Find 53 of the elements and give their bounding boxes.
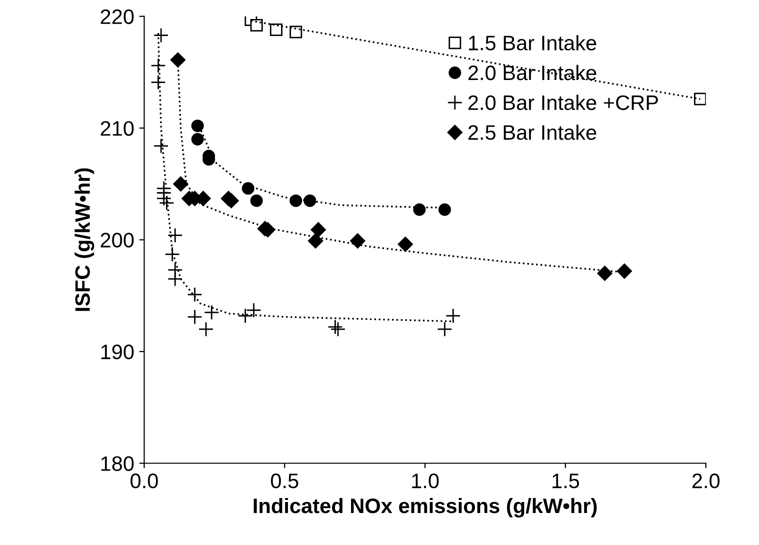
y-tick-label: 180 bbox=[101, 456, 134, 472]
point bbox=[250, 194, 263, 207]
y-tick-label: 210 bbox=[100, 121, 134, 136]
y-axis-title: ISFC (g/kW•hr) bbox=[74, 168, 94, 311]
point bbox=[153, 28, 169, 43]
y-tick-label: 220 bbox=[100, 9, 134, 24]
point bbox=[445, 308, 461, 324]
point bbox=[616, 264, 632, 279]
point bbox=[597, 266, 612, 281]
point bbox=[156, 190, 172, 206]
point bbox=[167, 228, 183, 243]
point bbox=[304, 194, 316, 207]
x-tick-label: 1.0 bbox=[412, 474, 439, 488]
x-axis-title: Indicated NOx emissions (g/kW•hr) bbox=[254, 498, 597, 518]
point bbox=[191, 120, 204, 132]
point bbox=[191, 132, 204, 146]
point bbox=[159, 195, 174, 211]
point bbox=[167, 271, 183, 287]
point bbox=[438, 203, 451, 216]
point bbox=[187, 286, 202, 302]
y-tick-label: 200 bbox=[100, 232, 134, 248]
point bbox=[270, 24, 282, 36]
point bbox=[398, 236, 413, 252]
point bbox=[153, 138, 169, 154]
point bbox=[330, 322, 346, 337]
point bbox=[290, 194, 302, 207]
point bbox=[150, 58, 166, 74]
point bbox=[242, 182, 254, 195]
point bbox=[290, 26, 302, 38]
point bbox=[250, 19, 263, 32]
point bbox=[164, 246, 180, 262]
x-tick-label: 1.5 bbox=[552, 474, 580, 488]
point bbox=[198, 322, 214, 337]
point bbox=[204, 304, 220, 320]
point bbox=[170, 52, 186, 68]
x-tick-label: 0.5 bbox=[270, 474, 298, 488]
point bbox=[150, 74, 166, 90]
point bbox=[173, 176, 188, 192]
point bbox=[308, 233, 324, 248]
point bbox=[350, 233, 366, 248]
legend-label: 1.5 Bar Intake bbox=[468, 35, 596, 50]
point bbox=[437, 322, 452, 337]
legend-label: 2.0 Bar Intake bbox=[468, 64, 596, 80]
x-tick-label: 2.0 bbox=[692, 474, 720, 488]
point bbox=[694, 92, 706, 106]
point bbox=[328, 319, 343, 335]
point bbox=[310, 222, 326, 238]
y-tick-label: 190 bbox=[101, 344, 134, 360]
x-tick-label: 0.0 bbox=[130, 474, 158, 488]
legend-label: 2.5 Bar Intake bbox=[468, 124, 596, 140]
point bbox=[413, 203, 426, 216]
legend-label: 2.0 Bar Intake +CRP bbox=[468, 94, 658, 110]
point bbox=[187, 309, 202, 325]
